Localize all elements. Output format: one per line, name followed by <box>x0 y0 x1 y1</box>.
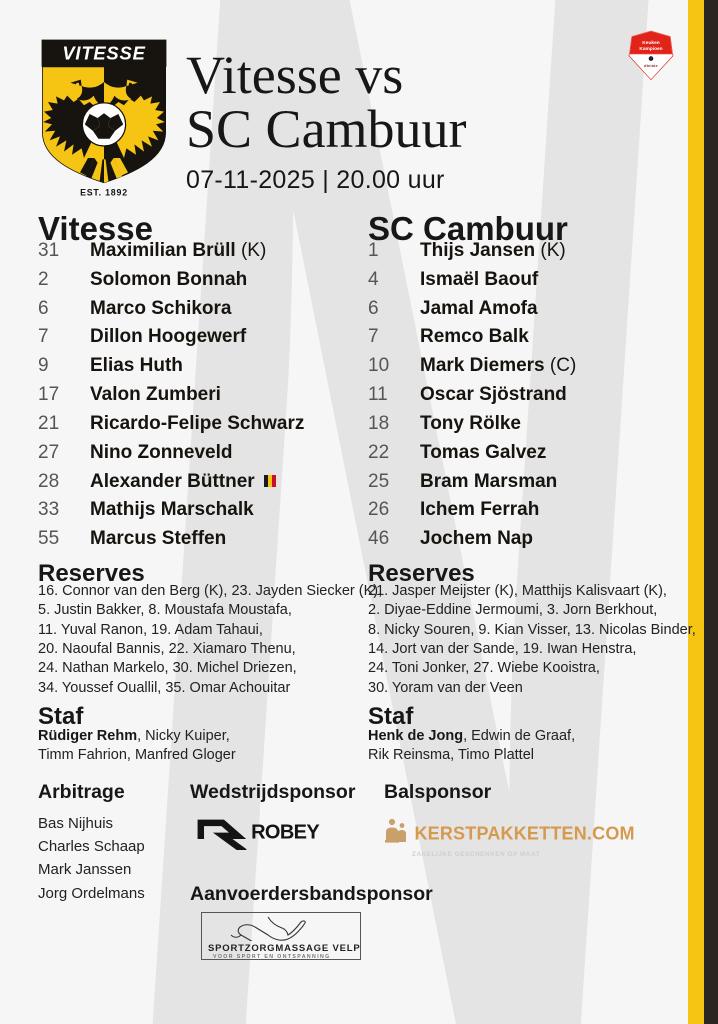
svg-text:EST. 1892: EST. 1892 <box>80 188 128 198</box>
svg-text:ROBEY: ROBEY <box>251 821 320 843</box>
svg-text:VITESSE: VITESSE <box>62 43 145 64</box>
svg-text:divisie: divisie <box>644 63 658 68</box>
svg-text:Kampioen: Kampioen <box>639 46 662 52</box>
svg-text:Keuken: Keuken <box>642 40 659 46</box>
